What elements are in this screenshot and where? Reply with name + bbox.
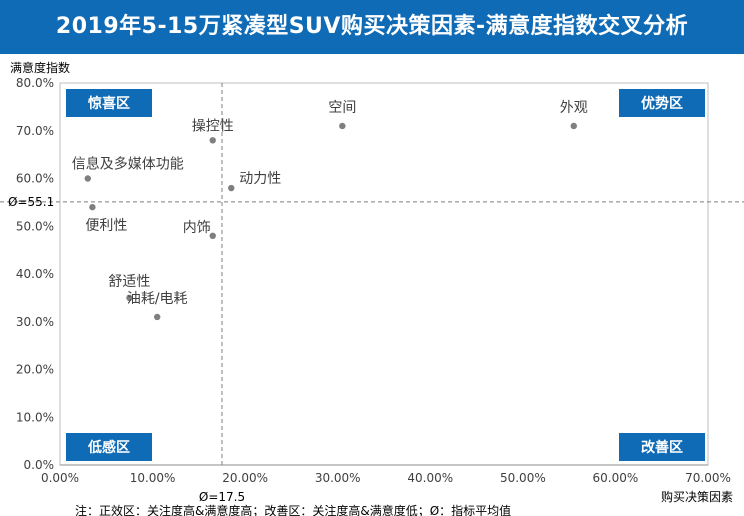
x-tick-label: 20.00% — [222, 471, 268, 485]
point-label: 外观 — [560, 100, 588, 116]
x-tick-label: 0.00% — [41, 471, 79, 485]
footnote: 注：正效区：关注度高&满意度高；改善区：关注度高&满意度低；Ø：指标平均值 — [75, 503, 511, 516]
quadrant-box-bottom-right — [619, 433, 705, 461]
point-label: 操控性 — [192, 118, 234, 134]
data-point — [570, 122, 577, 130]
point-label: 内饰 — [183, 220, 211, 236]
y-tick-label: 30.0% — [16, 315, 54, 329]
plot-frame — [59, 82, 709, 466]
y-tick-label: 10.0% — [16, 410, 54, 424]
x-tick-label: 30.00% — [315, 471, 361, 485]
y-axis-title: 满意度指数 — [10, 60, 70, 75]
chart-title: 2019年5-15万紧凑型SUV购买决策因素-满意度指数交叉分析 — [0, 0, 744, 54]
x-tick-label: 50.00% — [500, 471, 546, 485]
data-point — [209, 232, 216, 239]
point-label: 舒适性 — [108, 274, 150, 290]
y-tick-label: 80.0% — [16, 76, 54, 90]
avg-x-label: Ø=17.5 — [199, 490, 245, 504]
data-point — [209, 137, 216, 144]
point-label: 便利性 — [85, 218, 127, 234]
x-axis-title: 购买决策因素 — [661, 489, 733, 504]
x-tick-label: 10.00% — [130, 471, 176, 485]
data-point — [339, 122, 346, 130]
x-tick-label: 60.00% — [593, 471, 639, 485]
quadrant-box-top-left — [66, 89, 152, 117]
data-point — [89, 203, 96, 211]
data-point — [228, 184, 235, 192]
data-point — [84, 175, 91, 182]
point-label: 信息及多媒体功能 — [72, 156, 184, 173]
quadrant-label-top-right: 优势区 — [641, 95, 683, 112]
point-label: 油耗/电耗 — [127, 291, 188, 307]
quadrant-label-bottom-left: 低感区 — [87, 439, 130, 456]
data-point — [126, 294, 133, 302]
y-tick-label: 40.0% — [16, 267, 54, 281]
y-tick-label: 50.0% — [16, 219, 54, 233]
data-point — [154, 313, 161, 321]
x-tick-label: 70.00% — [685, 471, 731, 485]
point-label: 空间 — [328, 100, 356, 116]
y-tick-label: 20.0% — [16, 363, 54, 377]
y-tick-label: 70.0% — [16, 124, 54, 138]
y-tick-label: 60.0% — [16, 172, 54, 186]
y-tick-label: 0.0% — [24, 458, 55, 472]
quadrant-box-top-right — [619, 89, 705, 117]
quadrant-label-top-left: 惊喜区 — [87, 95, 130, 112]
avg-y-label: Ø=55.1 — [8, 195, 54, 209]
x-tick-label: 40.00% — [407, 471, 453, 485]
quadrant-box-bottom-left — [66, 433, 152, 461]
quadrant-label-bottom-right: 改善区 — [641, 439, 683, 456]
point-label: 动力性 — [239, 171, 281, 187]
